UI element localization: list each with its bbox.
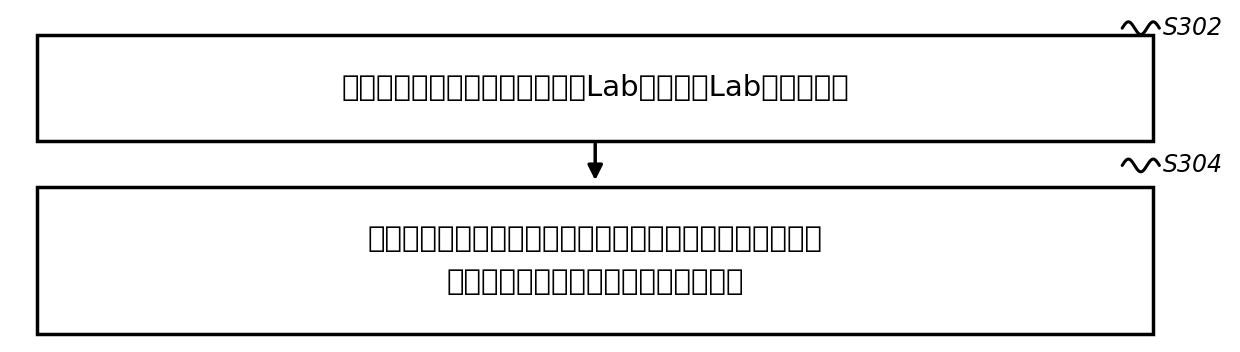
Text: 若差异值满足预设条件，则将与标准颜色标识对应的标准染
色配方确定为样品颜色对应的染色配方: 若差异值满足预设条件，则将与标准颜色标识对应的标准染 色配方确定为样品颜色对应的…	[368, 225, 822, 296]
Text: 计算与标准颜色标识对应的标准Lab值和样品Lab值的差异值: 计算与标准颜色标识对应的标准Lab值和样品Lab值的差异值	[341, 74, 849, 102]
Text: S302: S302	[1163, 16, 1223, 40]
FancyBboxPatch shape	[37, 187, 1153, 334]
FancyBboxPatch shape	[37, 35, 1153, 141]
Text: S304: S304	[1163, 153, 1223, 177]
